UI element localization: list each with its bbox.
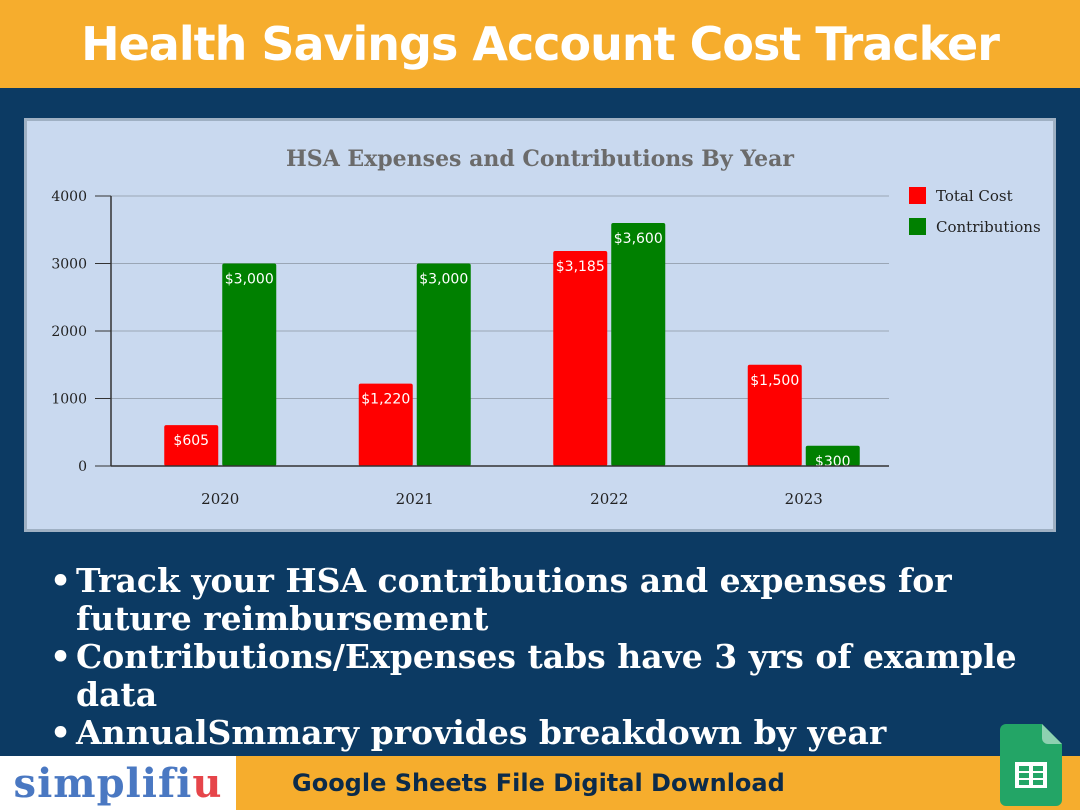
bar-data-label: $3,600 bbox=[614, 231, 663, 247]
y-tick-label: 4000 bbox=[51, 189, 87, 205]
bar-total-cost bbox=[553, 251, 608, 466]
bar-data-label: $1,500 bbox=[750, 373, 799, 389]
bar-chart: HSA Expenses and Contributions By Year $… bbox=[51, 146, 1041, 508]
feature-item: Track your HSA contributions and expense… bbox=[46, 562, 1066, 638]
bar-contributions bbox=[611, 223, 666, 466]
x-tick-label: 2020 bbox=[201, 490, 239, 508]
legend-label: Total Cost bbox=[936, 187, 1013, 205]
y-tick-label: 0 bbox=[78, 459, 87, 475]
footer-caption: Google Sheets File Digital Download bbox=[292, 769, 785, 797]
bar-total-cost bbox=[747, 364, 802, 466]
bar-contributions bbox=[416, 263, 471, 466]
legend-swatch bbox=[909, 218, 926, 235]
bar-data-label: $300 bbox=[815, 454, 851, 470]
x-tick-label: 2023 bbox=[785, 490, 823, 508]
bar-data-label: $3,000 bbox=[225, 272, 274, 288]
page-title: Health Savings Account Cost Tracker bbox=[81, 17, 1000, 71]
feature-item: AnnualSmmary provides breakdown by year bbox=[46, 714, 1066, 753]
bar-data-label: $3,185 bbox=[556, 259, 605, 275]
x-tick-label: 2022 bbox=[590, 490, 628, 508]
google-sheets-icon bbox=[1000, 724, 1062, 806]
brand-logo: simplifi u bbox=[0, 756, 236, 810]
brand-name-accent: u bbox=[192, 759, 223, 807]
bar-contributions bbox=[222, 263, 277, 466]
y-tick-label: 1000 bbox=[51, 392, 87, 408]
footer-banner: simplifi u Google Sheets File Digital Dow… bbox=[0, 756, 1080, 810]
legend-label: Contributions bbox=[936, 218, 1041, 236]
bar-data-label: $3,000 bbox=[419, 272, 468, 288]
bar-total-cost bbox=[164, 425, 219, 466]
legend-swatch bbox=[909, 187, 926, 204]
chart-panel: HSA Expenses and Contributions By Year $… bbox=[24, 118, 1056, 532]
y-tick-label: 3000 bbox=[51, 257, 87, 273]
feature-list: Track your HSA contributions and expense… bbox=[46, 562, 1066, 753]
bar-data-label: $1,220 bbox=[361, 392, 410, 408]
bar-total-cost bbox=[358, 383, 413, 466]
chart-title: HSA Expenses and Contributions By Year bbox=[286, 146, 794, 172]
y-tick-label: 2000 bbox=[51, 324, 87, 340]
brand-name: simplifi bbox=[13, 759, 193, 807]
header-banner: Health Savings Account Cost Tracker bbox=[0, 0, 1080, 88]
bar-contributions bbox=[805, 445, 860, 466]
bar-data-label: $605 bbox=[173, 433, 209, 449]
feature-item: Contributions/Expenses tabs have 3 yrs o… bbox=[46, 638, 1066, 714]
x-tick-label: 2021 bbox=[396, 490, 434, 508]
